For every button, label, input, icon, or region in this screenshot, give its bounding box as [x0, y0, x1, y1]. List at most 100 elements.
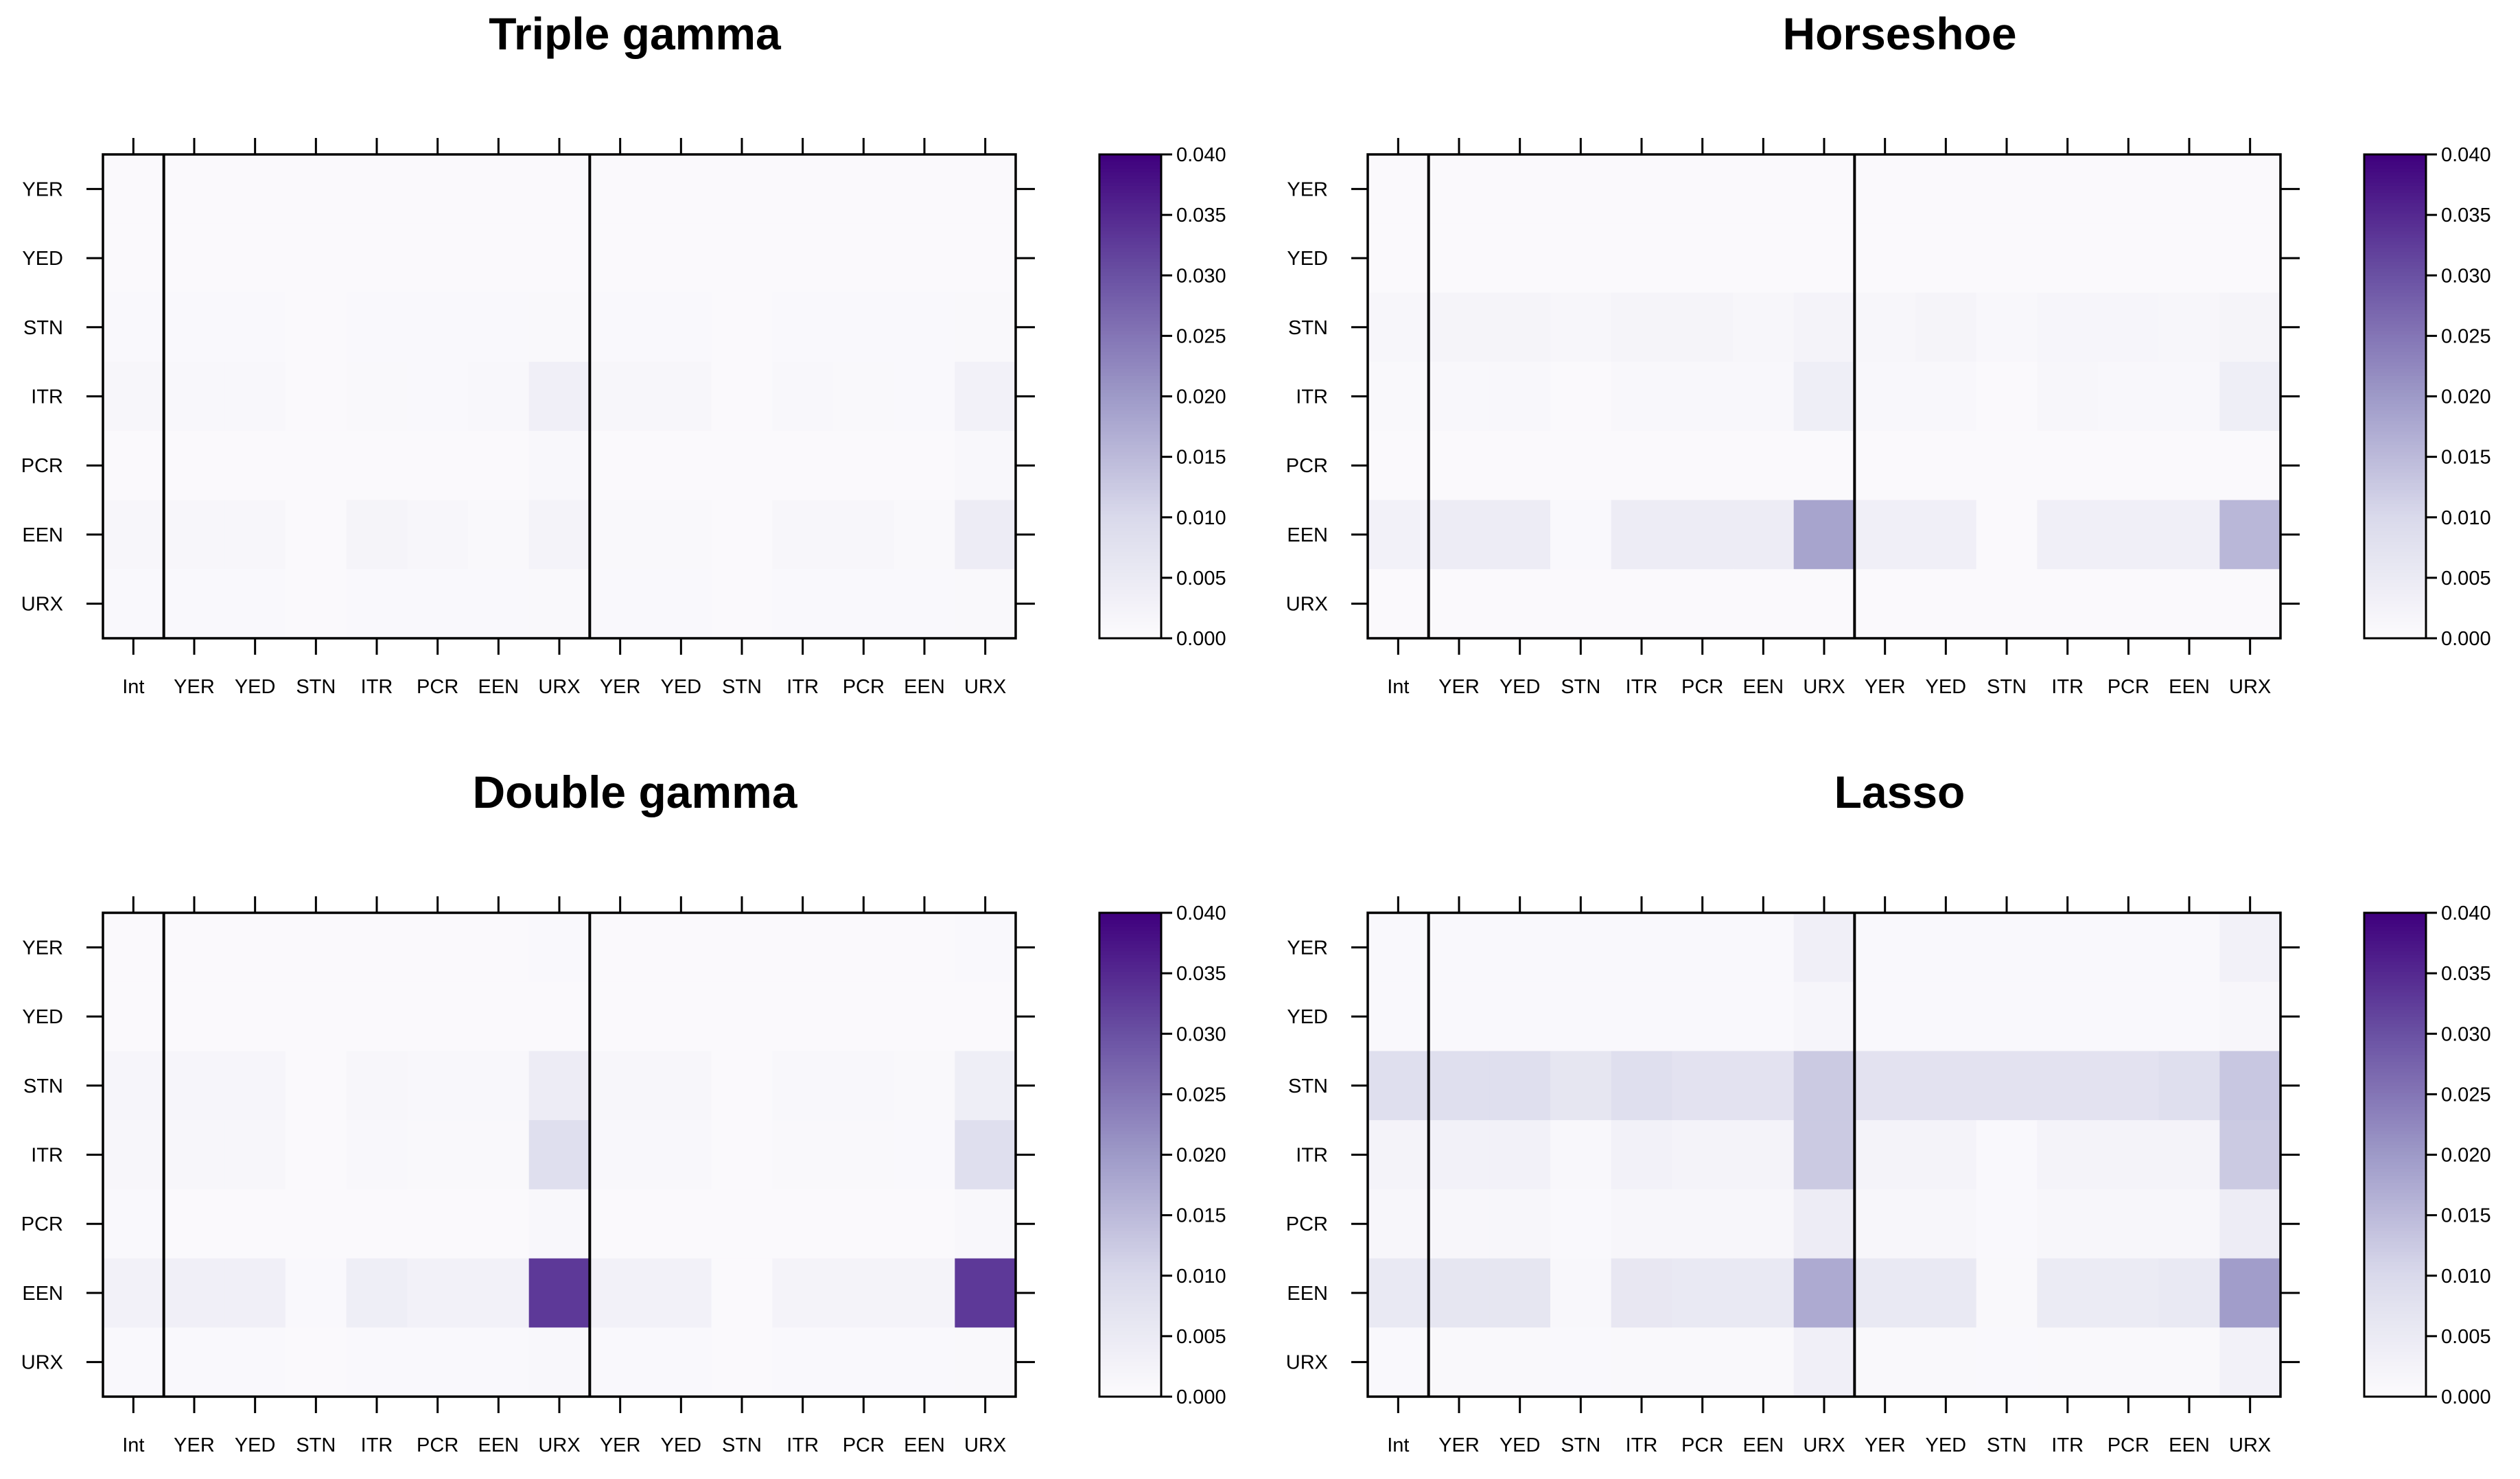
- heatmap-cell: [224, 1258, 286, 1328]
- colorbar-swatch: [1099, 306, 1161, 311]
- heatmap-cell: [1489, 569, 1551, 639]
- heatmap-cell: [468, 154, 530, 224]
- colorbar-swatch: [1099, 434, 1161, 439]
- colorbar-swatch: [1099, 244, 1161, 248]
- colorbar-swatch: [2364, 310, 2426, 314]
- colorbar-swatch: [1099, 323, 1161, 328]
- colorbar-swatch: [1099, 1248, 1161, 1253]
- heatmap-cell: [2158, 569, 2220, 639]
- heatmap-cell: [468, 500, 530, 570]
- colorbar-swatch: [1099, 1203, 1161, 1207]
- colorbar-swatch: [1099, 237, 1161, 242]
- heatmap-cell: [407, 292, 469, 362]
- colorbar-swatch: [2364, 517, 2426, 522]
- colorbar-swatch: [2364, 944, 2426, 948]
- colorbar-swatch: [1099, 944, 1161, 948]
- colorbar-swatch: [2364, 161, 2426, 165]
- colorbar-swatch: [1099, 430, 1161, 435]
- heatmap-cell: [346, 913, 408, 983]
- colorbar-swatch: [1099, 489, 1161, 494]
- heatmap-cell: [1428, 223, 1490, 294]
- colorbar-swatch: [1099, 1217, 1161, 1221]
- heatmap-cell: [651, 154, 712, 224]
- heatmap-cell: [1672, 1189, 1734, 1259]
- colorbar-swatch: [2364, 226, 2426, 231]
- colorbar-swatch: [1099, 1141, 1161, 1145]
- panel-double-gamma: Double gamma Int YER YED STN ITR PCR EEN URX YER Y…: [21, 767, 1226, 1456]
- colorbar-swatch: [1099, 1251, 1161, 1256]
- heatmap-cell: [833, 981, 895, 1052]
- heatmap-cell: [2158, 154, 2220, 224]
- heatmap-cell: [894, 1258, 955, 1328]
- heatmap-cell: [955, 569, 1016, 639]
- heatmap-cell: [590, 223, 651, 294]
- heatmap-cell: [407, 223, 469, 294]
- heatmap-cell: [1733, 1258, 1795, 1328]
- heatmap-cell: [711, 292, 773, 362]
- x-tick-label: EEN: [904, 1434, 945, 1456]
- colorbar-swatch: [2364, 1334, 2426, 1338]
- colorbar-swatch: [2364, 1051, 2426, 1056]
- x-tick-label: YED: [661, 676, 702, 698]
- x-tick-label: STN: [1561, 1434, 1600, 1456]
- heatmap-cell: [894, 1189, 955, 1259]
- heatmap-cell: [1428, 569, 1490, 639]
- colorbar-swatch: [1099, 445, 1161, 449]
- heatmap-cell: [1793, 362, 1855, 432]
- colorbar-swatch: [1099, 362, 1161, 366]
- colorbar-swatch: [2364, 968, 2426, 973]
- colorbar-swatch: [2364, 634, 2426, 639]
- heatmap-cell: [2098, 430, 2160, 501]
- heatmap-cell: [103, 292, 165, 362]
- colorbar-swatch: [2364, 240, 2426, 245]
- heatmap-cell: [651, 1258, 712, 1328]
- heatmap-cell: [2219, 913, 2281, 983]
- heatmap-cell: [772, 223, 834, 294]
- colorbar-swatch: [1099, 1051, 1161, 1056]
- heatmap-cell: [2037, 362, 2099, 432]
- heatmap-cell: [1854, 154, 1916, 224]
- colorbar-swatch: [1099, 168, 1161, 172]
- colorbar-swatch: [2364, 441, 2426, 445]
- heatmap-cell: [528, 362, 590, 432]
- colorbar-swatch: [2364, 954, 2426, 959]
- colorbar-swatch: [2364, 1005, 2426, 1010]
- colorbar-swatch: [2364, 1141, 2426, 1145]
- colorbar-swatch: [2364, 420, 2426, 425]
- colorbar-swatch: [2364, 520, 2426, 525]
- heatmap-cell: [407, 1258, 469, 1328]
- heatmap-cell: [163, 1327, 225, 1397]
- y-tick-label: STN: [1288, 1075, 1328, 1097]
- colorbar-swatch: [2364, 445, 2426, 449]
- colorbar-swatch: [2364, 1210, 2426, 1214]
- colorbar-swatch: [2364, 1040, 2426, 1045]
- colorbar-swatch: [1099, 971, 1161, 976]
- heatmap-cell: [2037, 569, 2099, 639]
- heatmap-cell: [2037, 1327, 2099, 1397]
- heatmap-cell: [711, 1258, 773, 1328]
- heatmap-cell: [1611, 981, 1672, 1052]
- colorbar-swatch: [2364, 306, 2426, 311]
- colorbar-swatch: [2364, 244, 2426, 248]
- colorbar-tick-label: 0.000: [2441, 1386, 2491, 1408]
- colorbar-swatch: [1099, 496, 1161, 501]
- heatmap-cell: [1550, 1120, 1612, 1190]
- heatmap-cell: [955, 154, 1016, 224]
- colorbar-tick-label: 0.005: [2441, 1326, 2491, 1348]
- heatmap-cell: [711, 1051, 773, 1121]
- x-tick-label: STN: [1561, 676, 1600, 698]
- colorbar-swatch: [1099, 531, 1161, 535]
- heatmap-cell: [590, 362, 651, 432]
- heatmap-cells: [1368, 913, 2281, 1397]
- colorbar-swatch: [1099, 1369, 1161, 1373]
- x-tick-label: ITR: [1626, 1434, 1658, 1456]
- colorbar-swatch: [1099, 1282, 1161, 1287]
- colorbar-swatch: [2364, 209, 2426, 214]
- heatmap-cell: [1672, 1051, 1734, 1121]
- colorbar-swatch: [1099, 1317, 1161, 1321]
- heatmap-cell: [163, 500, 225, 570]
- heatmap-cell: [651, 292, 712, 362]
- colorbar-swatch: [1099, 1099, 1161, 1104]
- colorbar-swatch: [2364, 527, 2426, 532]
- heatmap-cell: [528, 1189, 590, 1259]
